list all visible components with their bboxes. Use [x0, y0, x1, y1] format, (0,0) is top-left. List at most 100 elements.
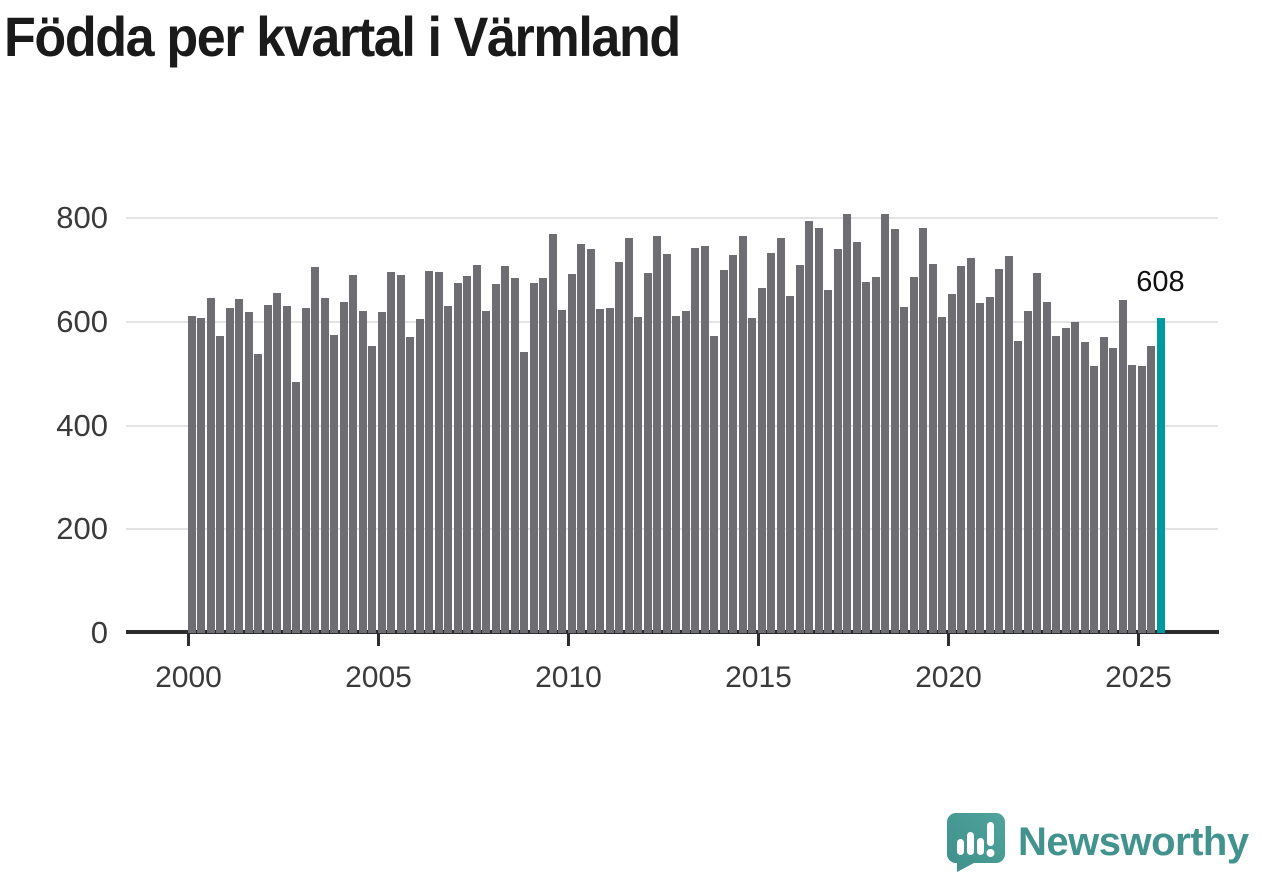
bar: [691, 248, 699, 633]
x-axis-tick-label: 2015: [725, 661, 792, 694]
bar: [976, 303, 984, 633]
bar: [624, 237, 633, 633]
bar: [938, 317, 946, 633]
chart-title: Födda per kvartal i Värmland: [4, 5, 681, 68]
bar: [216, 335, 224, 633]
bar: [292, 381, 300, 633]
x-axis-tick-label: 2010: [535, 661, 602, 694]
bar: [501, 265, 509, 633]
bar: [330, 335, 338, 633]
bar: [748, 317, 756, 633]
bar: [776, 237, 785, 633]
bar: [700, 246, 709, 633]
bar: [852, 242, 861, 633]
bar: [1071, 321, 1079, 633]
bar: [434, 271, 443, 633]
bar: [710, 335, 718, 633]
bar: [368, 346, 376, 633]
bar: [320, 298, 329, 633]
bar: [311, 267, 319, 633]
x-axis-tick: [377, 634, 380, 646]
bar: [662, 253, 671, 633]
bar: [957, 266, 965, 633]
highlighted-bar: [1156, 317, 1165, 633]
bar: [577, 243, 585, 633]
bar: [672, 315, 680, 633]
bar: [795, 264, 804, 633]
bar: [1061, 327, 1070, 633]
x-axis-tick: [757, 634, 760, 646]
newsworthy-logo-icon: [947, 813, 1005, 872]
bar: [263, 304, 272, 633]
bar: [947, 294, 956, 633]
bar: [757, 288, 766, 633]
bar: [548, 233, 557, 633]
bar: [244, 311, 253, 633]
bar: [1118, 300, 1127, 633]
bar: [985, 297, 994, 633]
bar: [767, 252, 775, 633]
x-axis-tick-label: 2005: [345, 661, 412, 694]
x-axis-tick-label: 2000: [155, 661, 222, 694]
bar: [472, 264, 481, 633]
bar: [453, 282, 462, 633]
newsworthy-logo[interactable]: Newsworthy: [944, 810, 1249, 874]
bar: [1080, 341, 1089, 633]
bar: [377, 311, 386, 633]
bar: [719, 269, 728, 633]
x-axis-tick-label: 2020: [915, 661, 982, 694]
bar: [396, 274, 405, 633]
bar: [909, 277, 918, 633]
bar: [1128, 365, 1136, 633]
bar: [225, 307, 234, 633]
bar: [814, 228, 823, 633]
bar: [653, 235, 661, 633]
bar: [339, 301, 348, 633]
bar: [415, 319, 424, 633]
bar: [1042, 301, 1051, 633]
bar: [1090, 365, 1098, 633]
x-axis-tick-label: 2025: [1105, 661, 1172, 694]
x-axis-tick: [567, 634, 570, 646]
bar: [919, 227, 927, 633]
bar: [1099, 336, 1108, 633]
bar: [1147, 346, 1155, 633]
bar: [881, 213, 889, 633]
bar: [634, 317, 642, 633]
highlight-value-label: 608: [1136, 266, 1185, 298]
bar: [463, 276, 471, 633]
bar: [681, 310, 690, 633]
bar: [843, 213, 851, 633]
bar: [197, 317, 205, 633]
bar: [729, 255, 737, 633]
bar: [387, 272, 395, 633]
bar: [738, 236, 747, 633]
bar: [1137, 366, 1146, 633]
bar: [273, 292, 281, 633]
bar: [301, 307, 310, 633]
bar: [491, 283, 500, 633]
bar: [529, 282, 538, 633]
bar: [539, 278, 547, 633]
bar: [444, 306, 452, 633]
bar: [871, 276, 880, 633]
y-axis-tick-label: 800: [56, 200, 108, 235]
bar: [586, 249, 595, 633]
bar: [520, 351, 528, 633]
bar: [862, 281, 870, 633]
y-axis-tick-label: 200: [56, 511, 108, 547]
y-gridline: [126, 217, 1218, 219]
bar: [206, 297, 215, 633]
y-axis-tick-label: 600: [56, 303, 108, 339]
bar: [425, 270, 433, 633]
newsworthy-wordmark: Newsworthy: [1018, 819, 1249, 864]
bar: [596, 309, 604, 633]
bar: [995, 269, 1003, 633]
x-axis-tick: [1137, 634, 1140, 646]
bar: [187, 315, 196, 633]
bar: [1014, 341, 1022, 633]
bar: [786, 295, 794, 633]
bar: [824, 289, 832, 633]
